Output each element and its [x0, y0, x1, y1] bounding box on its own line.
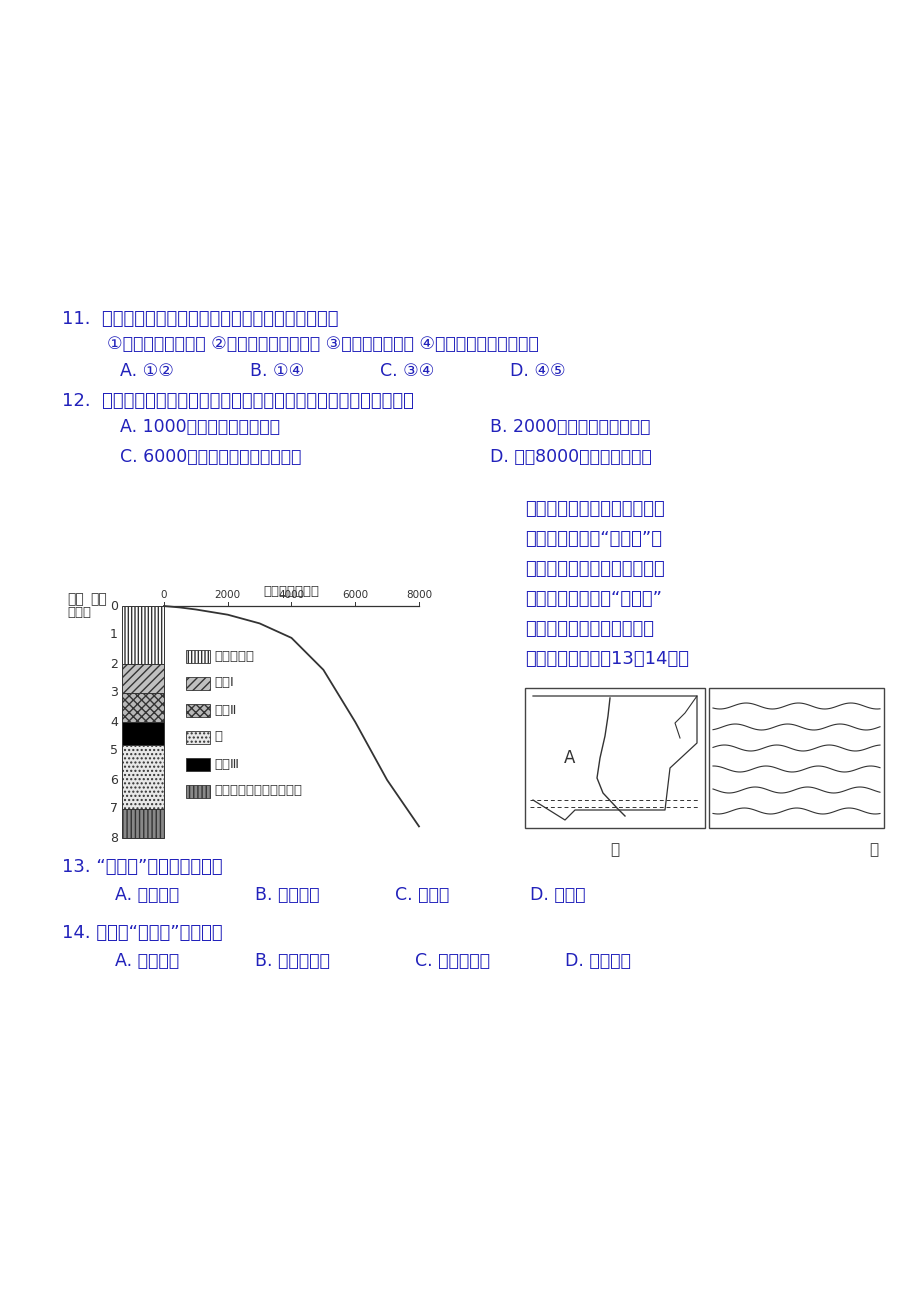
Text: D. 距今8000年开始出现绻洲: D. 距今8000年开始出现绻洲 — [490, 448, 651, 466]
Text: 人工扚动层: 人工扚动层 — [214, 650, 254, 663]
Bar — [186, 730, 210, 743]
Bar — [122, 664, 164, 693]
Text: 出现时的高空气压状况示意: 出现时的高空气压状况示意 — [525, 620, 653, 638]
Text: C. ③④: C. ③④ — [380, 362, 434, 380]
Text: A. ①②: A. ①② — [119, 362, 174, 380]
Text: C. 6000年以来湿润期大于干旱期: C. 6000年以来湿润期大于干旱期 — [119, 448, 301, 466]
Text: B. 2000年以来沉积速度加快: B. 2000年以来沉积速度加快 — [490, 418, 650, 436]
Text: 乙: 乙 — [868, 842, 878, 857]
Text: 文化层（含石器、兽骨）: 文化层（含石器、兽骨） — [214, 785, 301, 798]
Text: B. 东南信风: B. 东南信风 — [255, 885, 319, 904]
Bar — [122, 605, 164, 664]
Text: 粘土Ⅱ: 粘土Ⅱ — [214, 703, 236, 716]
Text: 甲: 甲 — [610, 842, 618, 857]
Text: A: A — [563, 749, 575, 767]
Text: 近两个月，请结合“五旬风”: 近两个月，请结合“五旬风” — [525, 590, 662, 608]
Text: 深度: 深度 — [67, 592, 84, 605]
Text: 0: 0 — [110, 599, 118, 612]
Text: 6: 6 — [110, 773, 118, 786]
Text: 8: 8 — [110, 832, 118, 845]
Text: C. 纳赛尔水库: C. 纳赛尔水库 — [414, 952, 490, 970]
Bar — [122, 809, 164, 838]
Text: 8000: 8000 — [405, 590, 432, 600]
Bar — [186, 650, 210, 663]
Text: 6000: 6000 — [342, 590, 368, 600]
Text: 粘土Ⅲ: 粘土Ⅲ — [214, 758, 239, 771]
Text: D. ④⑤: D. ④⑤ — [509, 362, 565, 380]
Text: ①板块张裂地层下陌 ②河流带来的泥沙沉积 ③周围风沙的沉积 ④冰川带来的冰磁物堆积: ①板块张裂地层下陌 ②河流带来的泥沙沉积 ③周围风沙的沉积 ④冰川带来的冰磁物堆… — [85, 335, 539, 353]
Text: 1: 1 — [110, 629, 118, 642]
Text: B. 撒哈拉沙漠: B. 撒哈拉沙漠 — [255, 952, 330, 970]
Text: 距今年份（年）: 距今年份（年） — [263, 585, 319, 598]
Text: 剖面: 剖面 — [90, 592, 107, 605]
Text: （米）: （米） — [67, 605, 91, 618]
Text: 图甲所示国家，每年春天都会: 图甲所示国家，每年春天都会 — [525, 500, 664, 518]
Text: 图（图乙），回筄13～14题。: 图（图乙），回筄13～14题。 — [525, 650, 688, 668]
Text: 粘土Ⅰ: 粘土Ⅰ — [214, 677, 233, 690]
Bar — [186, 677, 210, 690]
Bar — [122, 745, 164, 809]
Bar — [122, 693, 164, 723]
Text: 来自南方的风向北方吹，长达: 来自南方的风向北方吹，长达 — [525, 560, 664, 578]
Text: 11.  约特干古城遗址的文化层被埋藏在地下的原因有：: 11. 约特干古城遗址的文化层被埋藏在地下的原因有： — [62, 310, 338, 328]
Text: 7: 7 — [110, 802, 118, 815]
Bar — [525, 687, 704, 828]
Bar — [709, 687, 883, 828]
Text: B. ①④: B. ①④ — [250, 362, 304, 380]
Text: 2: 2 — [110, 658, 118, 671]
Text: A. 东北信风: A. 东北信风 — [115, 885, 179, 904]
Text: 4: 4 — [110, 716, 118, 729]
Bar — [122, 723, 164, 745]
Bar — [186, 704, 210, 717]
Text: 吹起令人烦恼的“五旬风”，: 吹起令人烦恼的“五旬风”， — [525, 530, 662, 548]
Text: 5: 5 — [110, 745, 118, 758]
Bar — [186, 785, 210, 798]
Text: A. 南非高原: A. 南非高原 — [115, 952, 179, 970]
Text: 14. 该区的“五旬风”可能来自: 14. 该区的“五旬风”可能来自 — [62, 924, 222, 943]
Text: 0: 0 — [161, 590, 167, 600]
Text: A. 1000年以来气候稳定不变: A. 1000年以来气候稳定不变 — [119, 418, 279, 436]
Text: D. 东非高原: D. 东非高原 — [564, 952, 630, 970]
Text: 4000: 4000 — [278, 590, 304, 600]
Text: 2000: 2000 — [214, 590, 241, 600]
Text: 沙: 沙 — [214, 730, 221, 743]
Text: C. 西北风: C. 西北风 — [394, 885, 448, 904]
Text: 13. “五旬风”最可能的风向是: 13. “五旬风”最可能的风向是 — [62, 858, 222, 876]
Bar — [186, 758, 210, 771]
Text: 3: 3 — [110, 686, 118, 699]
Text: D. 西南风: D. 西南风 — [529, 885, 584, 904]
Text: 12.  据该地层剪面图，可推知约特干古城遗址自然环境变化的特点是：: 12. 据该地层剪面图，可推知约特干古城遗址自然环境变化的特点是： — [62, 392, 414, 410]
